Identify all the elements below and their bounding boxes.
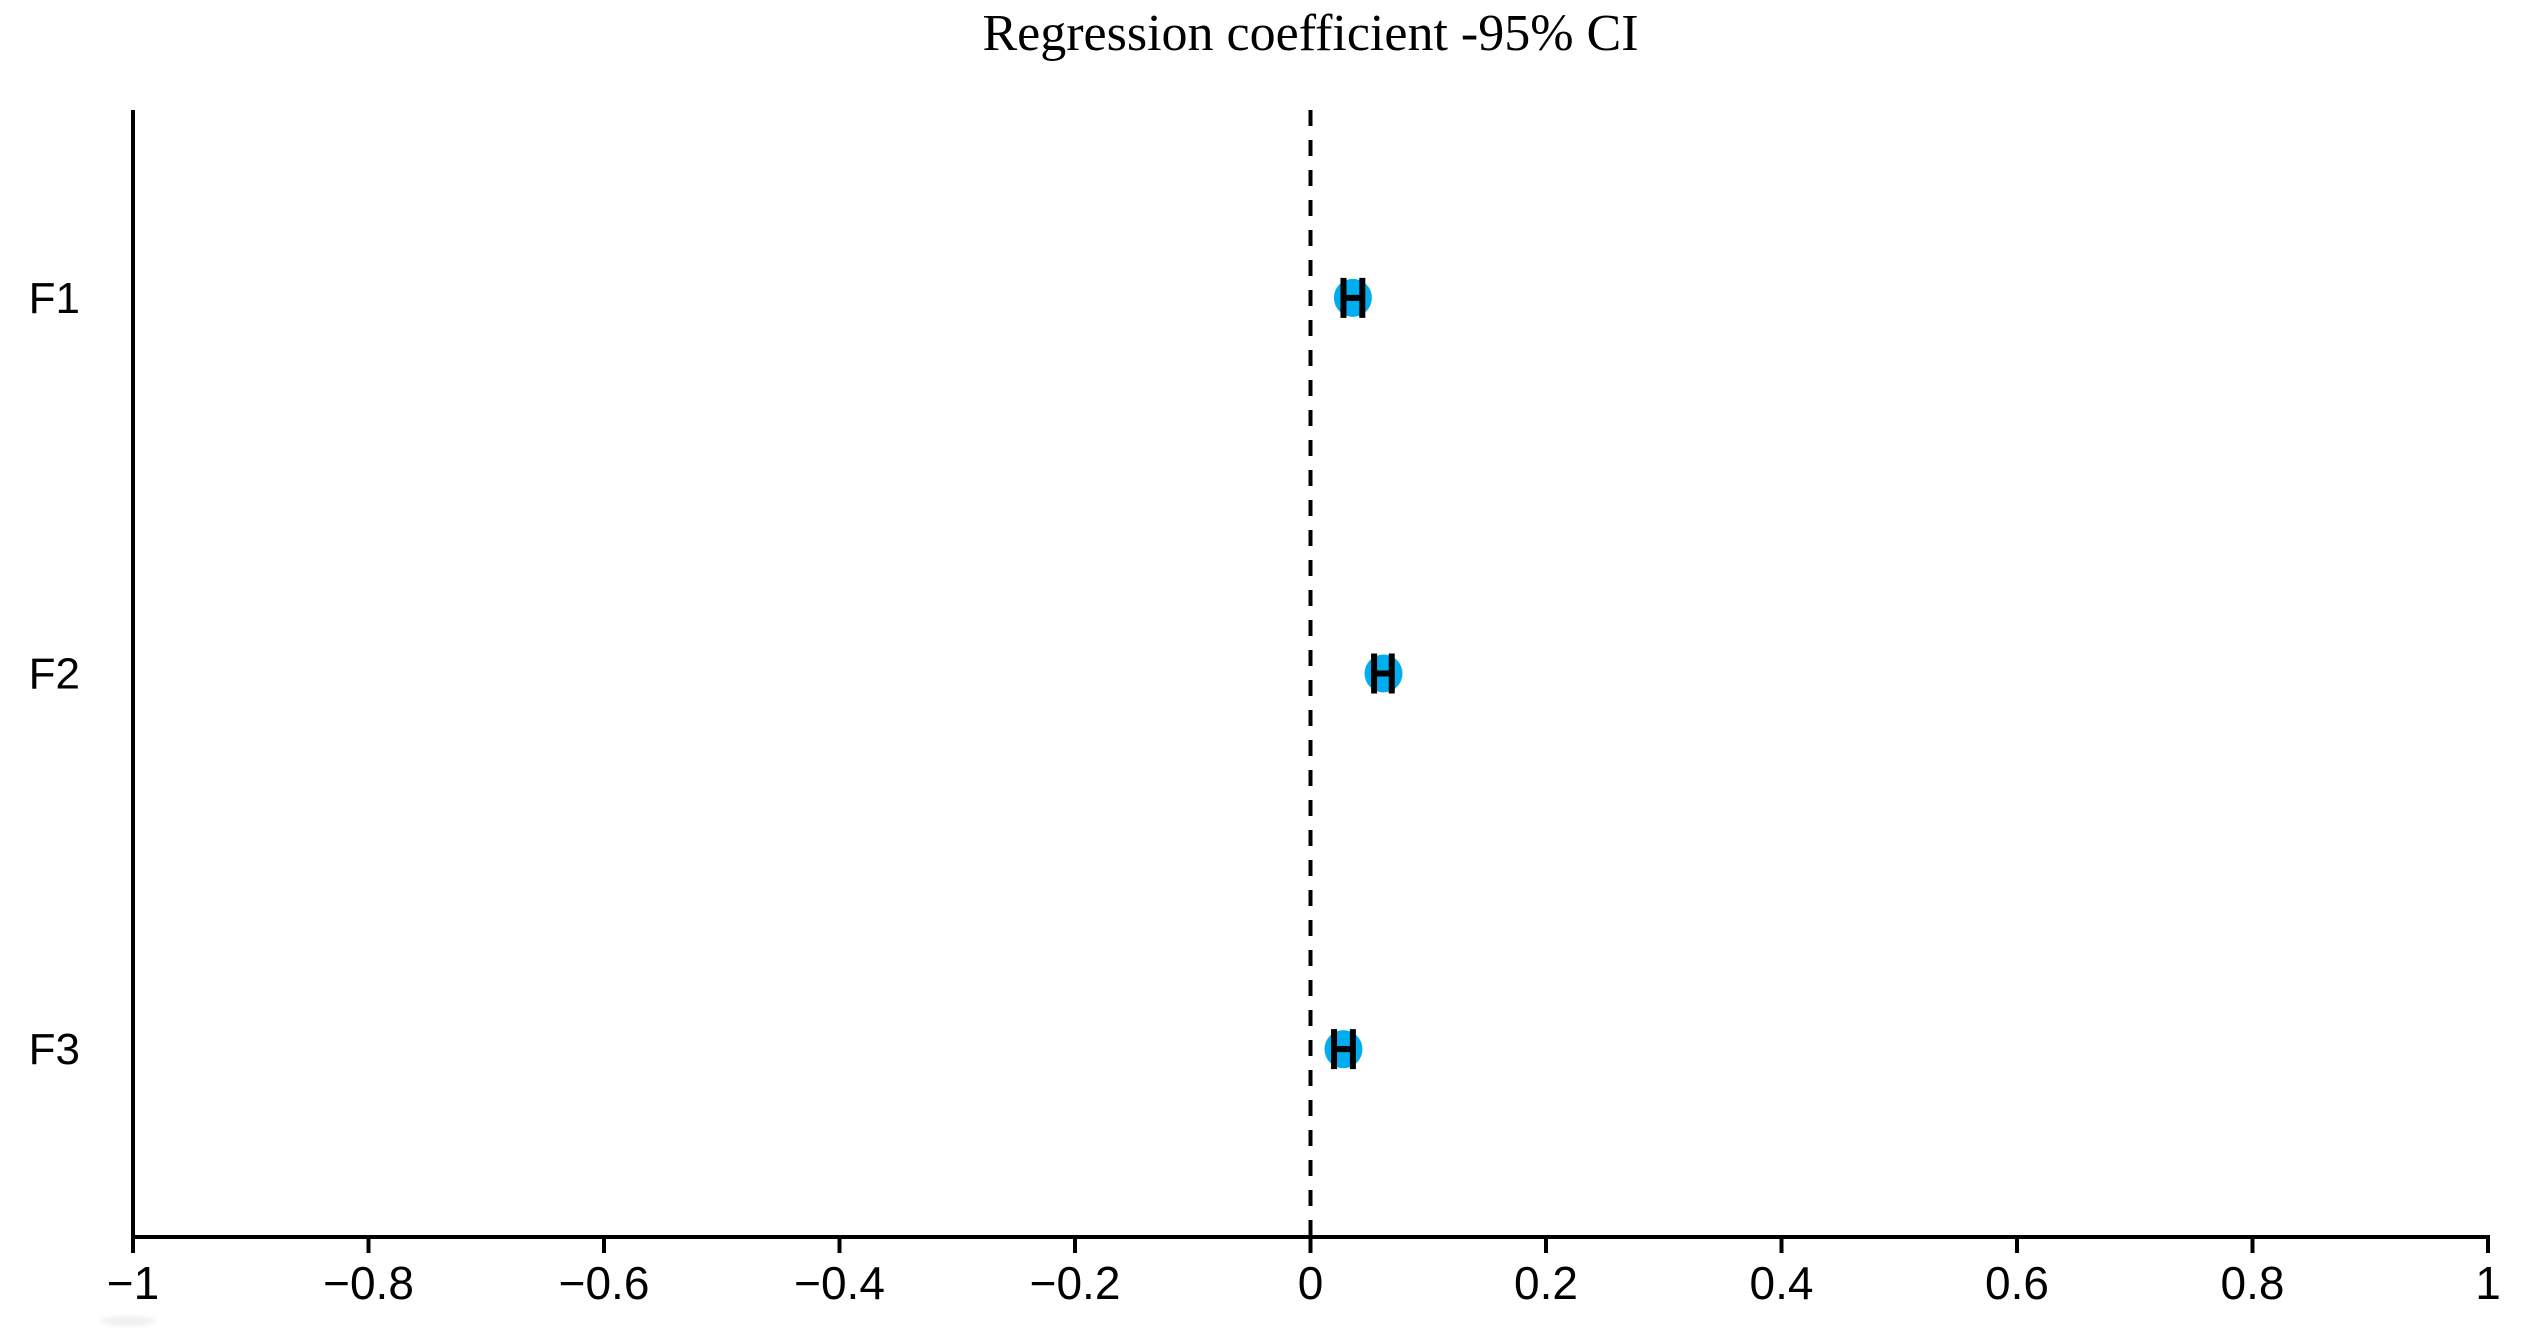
category-label-F1: F1 (29, 274, 80, 323)
x-tick-label: 0.2 (1514, 1257, 1578, 1309)
x-tick-label: −0.4 (794, 1257, 885, 1309)
x-tick-label: −0.2 (1030, 1257, 1121, 1309)
x-tick-label: −0.8 (323, 1257, 414, 1309)
category-label-F2: F2 (29, 650, 80, 699)
artifact-smudge (100, 1316, 156, 1326)
x-tick-label: 0.6 (1985, 1257, 2049, 1309)
x-tick-label: −0.6 (559, 1257, 650, 1309)
x-tick-label: 1 (2475, 1257, 2501, 1309)
x-tick-label: 0.4 (1750, 1257, 1814, 1309)
x-tick-label: −1 (107, 1257, 159, 1309)
chart-title: Regression coefficient -95% CI (982, 5, 1639, 62)
x-tick-label: 0.8 (2221, 1257, 2285, 1309)
x-tick-label: 0 (1298, 1257, 1324, 1309)
category-label-F3: F3 (29, 1025, 80, 1074)
